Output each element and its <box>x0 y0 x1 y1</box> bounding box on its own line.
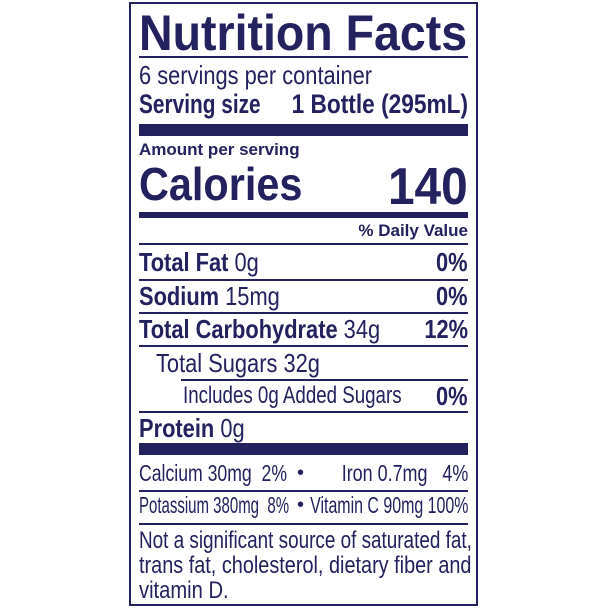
footnote-line: vitamin D. <box>139 577 229 604</box>
vitamin-left: Calcium 30mg 2% <box>139 460 288 486</box>
nutrient-name: Total Sugars 32g <box>156 348 320 378</box>
nutrient-name: Total Carbohydrate <box>139 314 338 344</box>
divider <box>139 56 468 58</box>
divider <box>139 279 468 281</box>
divider <box>139 523 468 525</box>
nutrient-name: Protein <box>139 413 215 443</box>
divider <box>139 490 468 492</box>
divider <box>139 312 468 314</box>
bullet-separator: • <box>297 494 305 516</box>
nutrient-amount: 15mg <box>225 281 280 311</box>
vitamin-left: Potassium 380mg 8% <box>139 492 290 518</box>
nutrient-amount: 0g <box>220 413 245 443</box>
nutrient-name: Includes 0g Added Sugars <box>183 382 402 409</box>
medium-divider <box>139 212 468 218</box>
title-row: Nutrition Facts <box>139 5 468 61</box>
servings-per-container: 6 servings per container <box>139 60 373 90</box>
footnote-line: trans fat, cholesterol, dietary fiber an… <box>139 552 472 579</box>
nutrition-facts-label: Nutrition Facts 6 servings per container… <box>129 2 478 606</box>
thick-divider <box>139 443 468 455</box>
serving-size-value: 1 Bottle (295mL) <box>291 89 468 119</box>
nutrient-name: Total Fat <box>139 247 229 277</box>
footnote-line: Not a significant source of saturated fa… <box>139 527 472 554</box>
nutrient-name: Sodium <box>139 281 220 311</box>
vitamin-right: Vitamin C 90mg 100% <box>309 492 468 518</box>
bullet-separator: • <box>297 462 305 484</box>
nutrient-dv: 0% <box>436 247 468 277</box>
nutrient-amount: 34g <box>343 314 381 344</box>
daily-value-header: % Daily Value <box>358 221 468 240</box>
divider <box>139 411 468 413</box>
divider <box>139 243 468 245</box>
thick-divider <box>139 124 468 136</box>
amount-per-serving: Amount per serving <box>139 140 300 159</box>
nutrient-dv: 12% <box>424 314 468 344</box>
divider <box>181 379 468 381</box>
calories-value: 140 <box>388 158 468 216</box>
nutrient-dv: 0% <box>436 381 468 411</box>
calories-label: Calories <box>139 158 303 210</box>
vitamin-right: Iron 0.7mg 4% <box>341 460 468 486</box>
nutrient-amount: 0g <box>234 247 259 277</box>
label-title: Nutrition Facts <box>139 5 468 61</box>
nutrient-dv: 0% <box>436 281 468 311</box>
divider <box>139 345 468 347</box>
serving-size-label: Serving size <box>139 89 261 119</box>
footnote: Not a significant source of saturated fa… <box>139 528 472 604</box>
